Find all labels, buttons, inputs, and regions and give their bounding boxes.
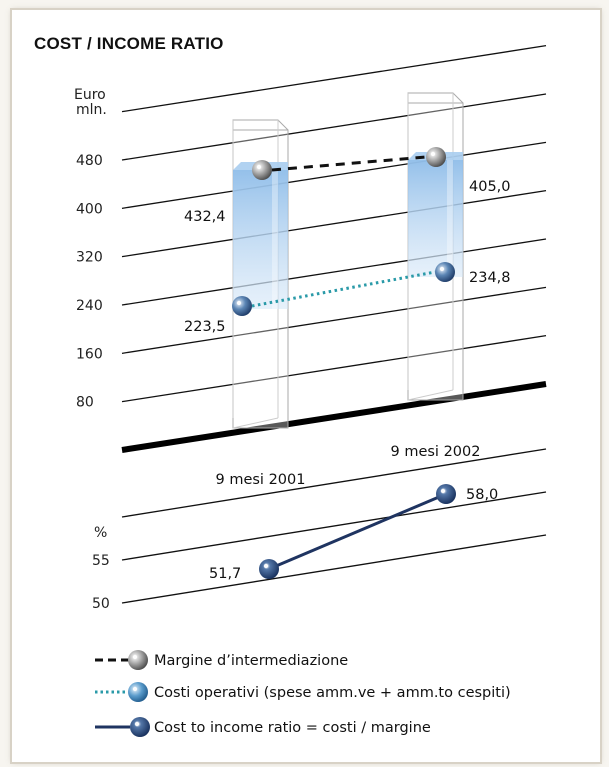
gridline bbox=[121, 534, 547, 604]
y-tick-label: 160 bbox=[76, 346, 103, 362]
gridline bbox=[121, 190, 547, 258]
y-axis-label: mln. bbox=[76, 102, 107, 118]
ratio-series-line bbox=[268, 492, 447, 571]
y-tick-label: 400 bbox=[76, 201, 103, 217]
data-label: 223,5 bbox=[184, 319, 226, 335]
bottom-chart: 50 55% 51,7 58,0 bbox=[92, 448, 547, 612]
data-label: 405,0 bbox=[469, 179, 511, 195]
legend-label: Costi operativi (spese amm.ve + amm.to c… bbox=[154, 685, 511, 701]
margin-point bbox=[426, 147, 446, 167]
y-axis-label: Euro bbox=[74, 87, 106, 103]
gridline bbox=[121, 286, 547, 354]
y-tick-label: 480 bbox=[76, 153, 103, 169]
x-tick-label: 9 mesi 2001 bbox=[216, 472, 306, 488]
data-label: 234,8 bbox=[469, 270, 511, 286]
legend-label: Cost to income ratio = costi / margine bbox=[154, 720, 431, 736]
legend-marker-margin bbox=[128, 650, 148, 670]
gridline bbox=[121, 491, 547, 561]
cost-point bbox=[435, 262, 455, 282]
bar-fill bbox=[233, 170, 288, 309]
ratio-point bbox=[436, 484, 456, 504]
legend-label: Margine d’intermediazione bbox=[154, 653, 348, 669]
gridline bbox=[121, 448, 547, 518]
chart-title: COST / INCOME RATIO bbox=[34, 34, 224, 53]
y-axis-label: % bbox=[94, 525, 107, 541]
cost-series-line bbox=[251, 270, 436, 308]
y-tick-label: 80 bbox=[76, 395, 94, 411]
y-tick-label: 320 bbox=[76, 250, 103, 266]
y-tick-label: 240 bbox=[76, 298, 103, 314]
legend: Margine d’intermediazione Costi operativi… bbox=[95, 650, 511, 737]
chart-frame bbox=[12, 10, 600, 762]
x-tick-label: 9 mesi 2002 bbox=[391, 444, 481, 460]
data-label: 58,0 bbox=[466, 487, 498, 503]
cost-point bbox=[232, 296, 252, 316]
gridline bbox=[121, 141, 547, 209]
y-tick-label: 50 bbox=[92, 596, 110, 612]
margin-series-line bbox=[271, 155, 427, 172]
ratio-point bbox=[259, 559, 279, 579]
legend-marker-cost bbox=[128, 682, 148, 702]
data-label: 432,4 bbox=[184, 209, 226, 225]
gridline bbox=[121, 335, 547, 403]
gridline bbox=[121, 93, 547, 161]
bar-column bbox=[407, 92, 464, 401]
y-tick-label: 55 bbox=[92, 553, 110, 569]
bar-fill bbox=[408, 160, 463, 277]
data-label: 51,7 bbox=[209, 566, 241, 582]
legend-marker-ratio bbox=[130, 717, 150, 737]
margin-point bbox=[252, 160, 272, 180]
baseline bbox=[121, 381, 547, 453]
gridline bbox=[121, 45, 547, 113]
gridline bbox=[121, 238, 547, 306]
